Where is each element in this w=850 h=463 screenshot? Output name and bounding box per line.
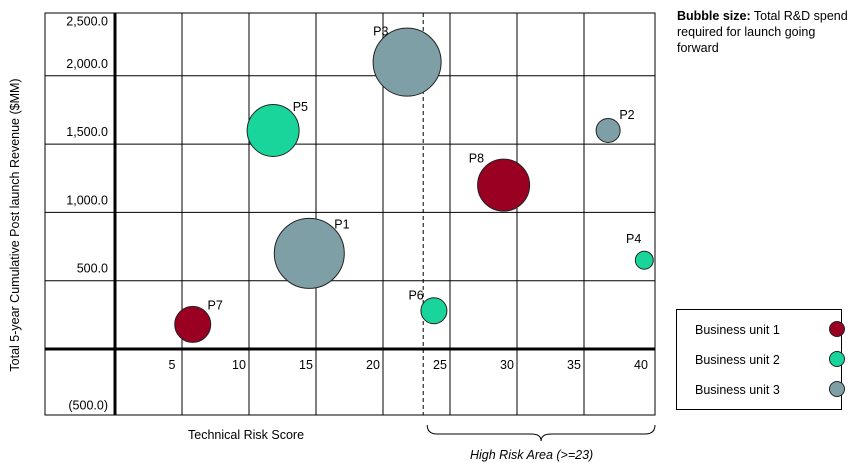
y-tick-label: 500.0 [77, 262, 108, 276]
legend-item-business-unit-3: Business unit 3 [695, 379, 845, 401]
bubble-p3 [372, 27, 442, 97]
legend-label: Business unit 3 [695, 383, 780, 397]
y-tick-label: (500.0) [68, 398, 108, 412]
y-tick-label: 1,500.0 [66, 125, 108, 139]
high-risk-brace [426, 424, 656, 442]
bubble-p7 [174, 305, 212, 343]
x-tick-label: 35 [567, 358, 581, 372]
legend-swatch-icon [829, 351, 845, 367]
bubble-label: P4 [626, 232, 641, 246]
high-risk-area-label: High Risk Area (>=23) [470, 448, 594, 462]
bubble-p5 [246, 103, 300, 157]
bubble-label: P8 [469, 152, 484, 166]
x-tick-label: 20 [366, 358, 380, 372]
bubble-label: P1 [334, 217, 349, 231]
legend-item-business-unit-1: Business unit 1 [695, 319, 845, 341]
legend-swatch-icon [829, 381, 845, 397]
bubble-size-note-title: Bubble size: [677, 9, 751, 23]
x-tick-label: 15 [299, 358, 313, 372]
bubble-p8 [477, 158, 531, 212]
bubble-label: P5 [293, 100, 308, 114]
bubble-size-note-text: Total R&D spend required for launch goin… [677, 9, 848, 55]
bubble-p4 [634, 250, 654, 270]
legend-swatch-icon [829, 321, 845, 337]
y-tick-label: 2,000.0 [66, 57, 108, 71]
bubble-label: P7 [208, 299, 223, 313]
y-axis-label: Total 5-year Cumulative Post launch Reve… [8, 78, 22, 372]
bubble-p2 [595, 117, 621, 143]
bubble-p1 [273, 217, 345, 289]
bubble-label: P6 [408, 289, 423, 303]
x-tick-label: 40 [634, 358, 648, 372]
bubble-size-note: Bubble size: Total R&D spend required fo… [677, 8, 849, 56]
bubble-label: P3 [373, 25, 388, 39]
x-tick-label: 10 [232, 358, 246, 372]
legend-label: Business unit 1 [695, 323, 780, 337]
legend: Business unit 1 Business unit 2 Business… [676, 309, 845, 410]
y-tick-label: 1,000.0 [66, 193, 108, 207]
y-tick-label: 2,500.0 [66, 15, 108, 29]
bubble-p6 [420, 297, 448, 325]
y-axis-label-wrap: Total 5-year Cumulative Post launch Reve… [0, 0, 30, 420]
x-axis-label: Technical Risk Score [188, 428, 305, 442]
legend-label: Business unit 2 [695, 353, 780, 367]
x-tick-label: 30 [500, 358, 514, 372]
x-tick-label: 25 [433, 358, 447, 372]
legend-item-business-unit-2: Business unit 2 [695, 349, 845, 371]
plot-frame [44, 12, 656, 416]
x-tick-label: 5 [169, 358, 176, 372]
bubble-label: P2 [619, 108, 634, 122]
